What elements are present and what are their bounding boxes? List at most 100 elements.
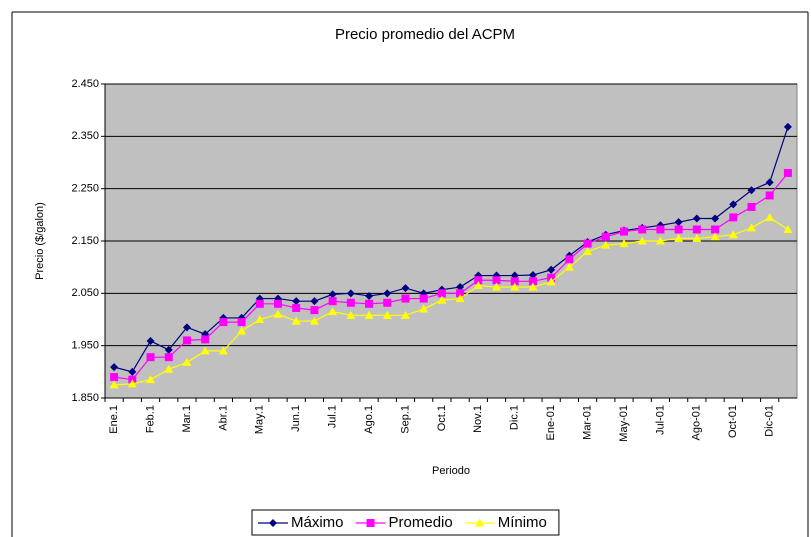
- marker: [692, 225, 701, 234]
- marker: [765, 191, 774, 200]
- marker: [365, 291, 374, 300]
- marker: [237, 326, 247, 335]
- marker: [473, 280, 483, 289]
- legend-label: Promedio: [389, 514, 453, 531]
- marker: [583, 239, 592, 248]
- marker: [218, 346, 228, 355]
- marker: [273, 309, 283, 318]
- y-tick-label: 2.250: [71, 183, 99, 195]
- marker: [637, 236, 647, 245]
- marker: [146, 375, 156, 384]
- x-tick-label: Dic-01: [764, 405, 776, 437]
- x-tick-label: Ene-01: [545, 405, 557, 440]
- x-tick-label: Nov.1: [472, 405, 484, 433]
- marker: [692, 233, 702, 242]
- marker: [365, 299, 374, 308]
- series-line: [114, 216, 789, 386]
- marker: [510, 277, 519, 286]
- marker: [492, 276, 501, 285]
- marker: [783, 168, 792, 177]
- marker: [456, 289, 465, 298]
- marker: [182, 336, 191, 345]
- x-tick-label: Ago-01: [691, 405, 703, 440]
- marker: [328, 307, 338, 316]
- marker: [128, 367, 137, 376]
- marker: [400, 310, 410, 319]
- marker: [547, 265, 556, 274]
- marker: [146, 353, 155, 362]
- marker: [746, 223, 756, 232]
- marker: [510, 282, 520, 291]
- marker: [255, 299, 264, 308]
- marker: [583, 246, 593, 255]
- x-tick-label: Jul.1: [327, 405, 339, 428]
- marker: [164, 353, 173, 362]
- marker: [164, 345, 173, 354]
- marker: [291, 316, 301, 325]
- marker: [328, 297, 337, 306]
- marker: [564, 262, 574, 271]
- marker: [419, 294, 428, 303]
- marker: [292, 303, 301, 312]
- y-tick-label: 2.050: [71, 287, 99, 299]
- marker: [474, 276, 483, 285]
- marker: [565, 255, 574, 264]
- marker: [219, 318, 228, 327]
- marker: [110, 373, 119, 382]
- marker: [528, 271, 537, 280]
- marker: [656, 225, 665, 234]
- x-tick-label: Feb.1: [144, 405, 156, 433]
- marker: [237, 318, 246, 327]
- marker: [182, 323, 191, 332]
- marker: [383, 289, 392, 298]
- legend-label: Máximo: [291, 514, 344, 531]
- marker: [310, 297, 319, 306]
- marker: [164, 364, 174, 373]
- x-tick-label: May-01: [618, 405, 630, 442]
- marker: [364, 310, 374, 319]
- x-axis-label: Periodo: [432, 465, 470, 477]
- legend-label: Mínimo: [498, 514, 547, 531]
- marker: [729, 213, 738, 222]
- x-tick-label: Mar.1: [181, 405, 193, 433]
- y-tick-label: 1.950: [71, 340, 99, 352]
- marker: [674, 218, 683, 227]
- marker: [711, 225, 720, 234]
- marker: [765, 178, 774, 187]
- marker: [382, 310, 392, 319]
- marker: [401, 284, 410, 293]
- legend-marker: [366, 519, 375, 527]
- x-tick-label: Sep.1: [399, 405, 411, 434]
- marker: [528, 277, 537, 286]
- marker: [127, 379, 137, 388]
- marker: [783, 224, 793, 233]
- marker: [711, 214, 720, 223]
- x-tick-label: Oct-01: [727, 405, 739, 438]
- x-tick-label: Ene.1: [108, 405, 120, 434]
- marker: [182, 357, 192, 366]
- y-tick-label: 2.450: [71, 78, 99, 90]
- marker: [437, 289, 446, 298]
- marker: [437, 295, 447, 304]
- marker: [292, 297, 301, 306]
- marker: [200, 346, 210, 355]
- marker: [601, 232, 610, 241]
- marker: [638, 225, 647, 234]
- marker: [528, 282, 538, 291]
- marker: [674, 233, 684, 242]
- marker: [346, 289, 355, 298]
- marker: [110, 363, 119, 372]
- legend-marker: [475, 518, 485, 527]
- marker: [729, 200, 738, 209]
- x-tick-label: Mar-01: [581, 405, 593, 440]
- marker: [310, 306, 319, 315]
- marker: [309, 316, 319, 325]
- marker: [383, 298, 392, 307]
- y-tick-label: 1.850: [71, 392, 99, 404]
- y-axis-label: Precio ($/galon): [34, 202, 46, 280]
- marker: [620, 227, 628, 236]
- legend: [251, 509, 560, 536]
- marker: [274, 299, 282, 308]
- x-tick-label: May.1: [254, 405, 266, 434]
